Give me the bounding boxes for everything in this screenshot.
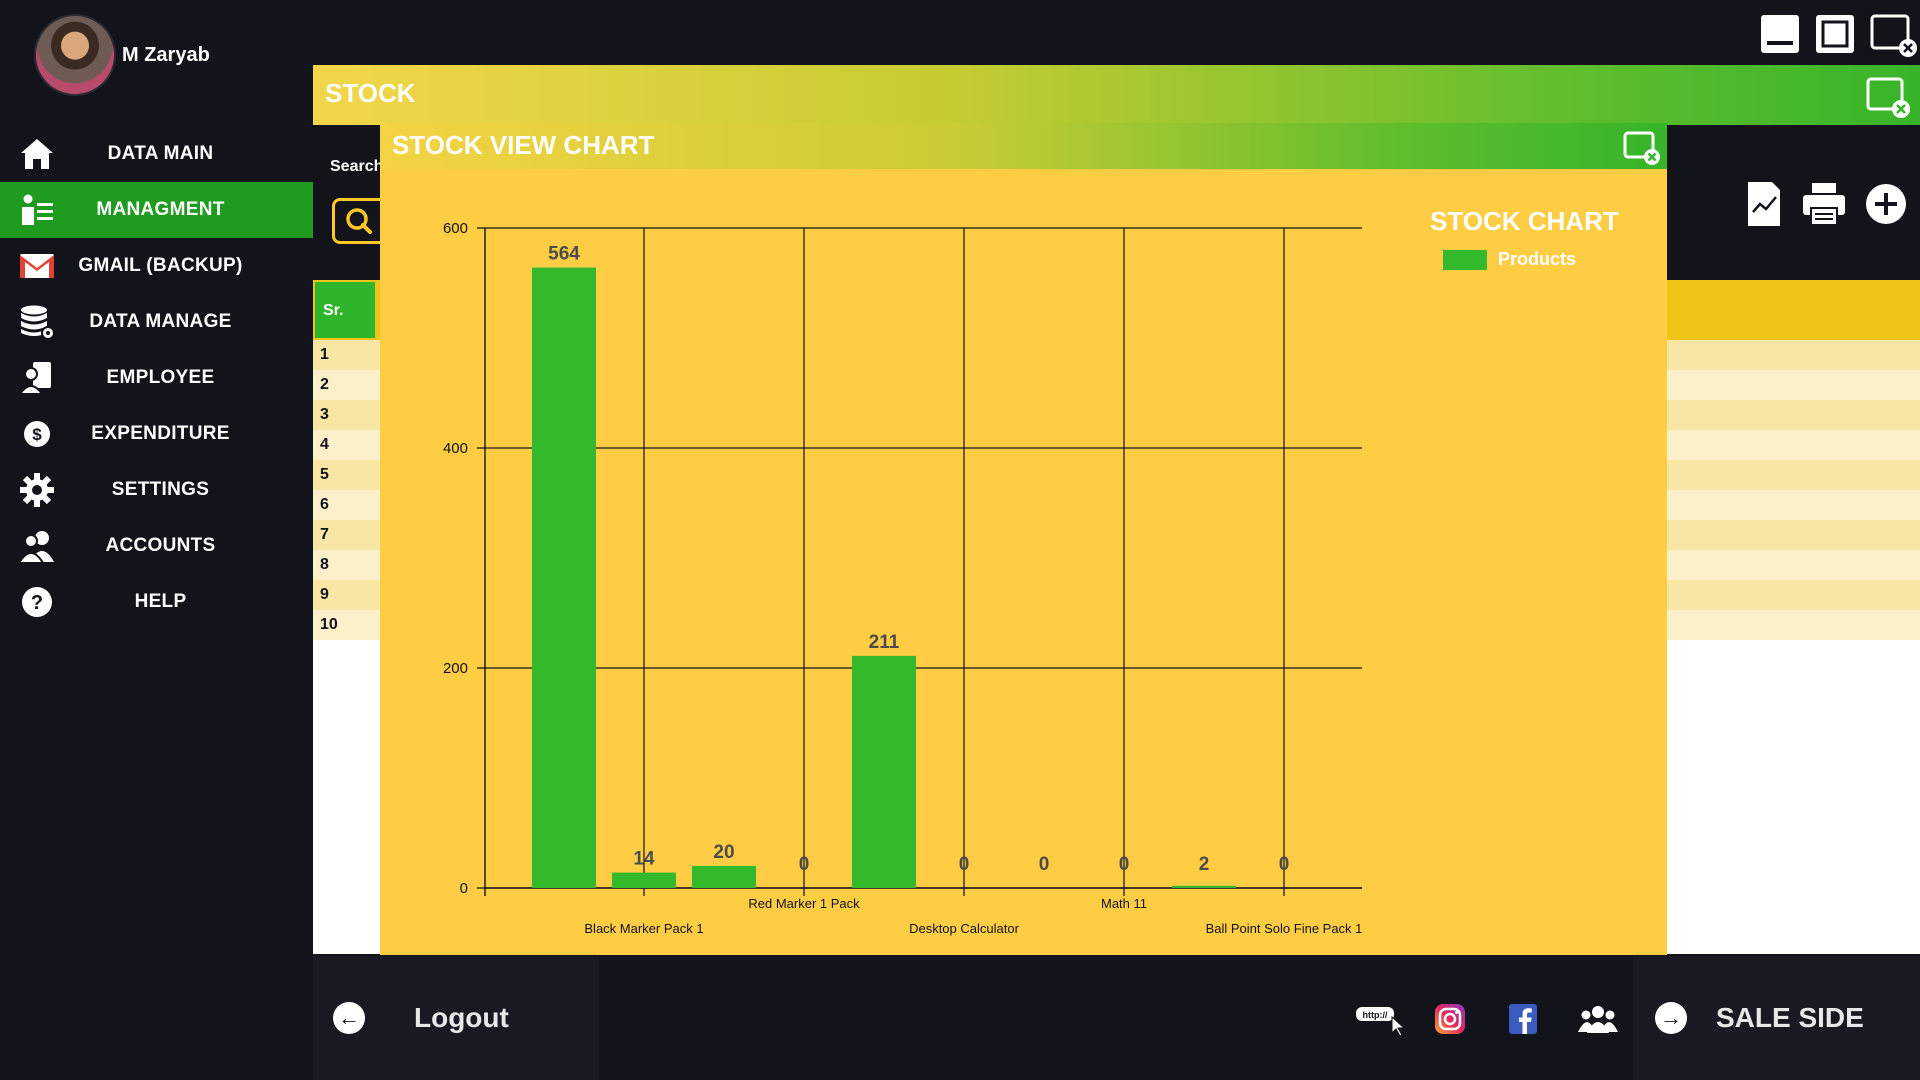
chart-window-header: STOCK VIEW CHART xyxy=(380,123,1667,169)
sidebar-item-gmail-backup[interactable]: GMAIL (BACKUP) xyxy=(0,238,313,294)
database-icon xyxy=(18,304,56,340)
y-tick-label: 600 xyxy=(443,220,468,237)
x-tick-label: Black Marker Pack 1 xyxy=(584,921,703,936)
print-icon[interactable] xyxy=(1800,180,1848,228)
search-icon xyxy=(346,208,372,234)
sidebar-item-data-main[interactable]: DATA MAIN xyxy=(0,126,313,182)
minimize-icon[interactable] xyxy=(1760,14,1800,54)
legend-label: Products xyxy=(1498,249,1577,269)
accounts-icon xyxy=(18,528,56,564)
sale-side-arrow-icon[interactable]: → xyxy=(1655,1002,1687,1034)
sidebar-item-employee[interactable]: EMPLOYEE xyxy=(0,350,313,406)
instagram-icon[interactable] xyxy=(1432,999,1468,1039)
sidebar: M Zaryab DATA MAIN MANAGMENT GMAIL (BACK… xyxy=(0,0,313,1080)
close-stock-icon[interactable] xyxy=(1866,75,1912,121)
close-chart-icon[interactable] xyxy=(1623,130,1663,166)
logout-arrow-icon[interactable]: ← xyxy=(333,1002,365,1034)
y-tick-label: 200 xyxy=(443,660,468,677)
bottom-bar xyxy=(0,956,1920,1080)
legend-item: Products xyxy=(1443,249,1576,270)
bar-value-label: 0 xyxy=(959,854,970,875)
chart-bar xyxy=(532,267,596,889)
stock-chart-window: STOCK VIEW CHART 0 200 400 600 564 14 Black Ma… xyxy=(380,123,1667,955)
bar-value-label: 0 xyxy=(1039,854,1050,875)
search-label: Search xyxy=(330,158,384,175)
stock-header: STOCK xyxy=(313,65,1920,125)
legend-swatch xyxy=(1443,249,1487,270)
y-tick-label: 400 xyxy=(443,440,468,457)
svg-text:http://: http:// xyxy=(1363,1010,1388,1020)
group-icon[interactable] xyxy=(1578,999,1618,1039)
gear-icon xyxy=(18,472,56,508)
sidebar-item-label: HELP xyxy=(134,591,187,612)
management-icon xyxy=(18,192,56,228)
home-icon xyxy=(18,136,56,172)
gmail-icon xyxy=(18,248,56,284)
sidebar-item-label: MANAGMENT xyxy=(96,199,225,220)
sidebar-item-data-manage[interactable]: DATA MANAGE xyxy=(0,294,313,350)
employee-icon xyxy=(18,360,56,396)
add-icon[interactable] xyxy=(1862,180,1910,228)
x-tick-label: Ball Point Solo Fine Pack 1 xyxy=(1206,921,1363,936)
chart-window-title: STOCK VIEW CHART xyxy=(392,130,655,160)
website-icon[interactable]: http:// xyxy=(1354,999,1406,1039)
sidebar-item-label: ACCOUNTS xyxy=(105,535,216,556)
page-title: STOCK xyxy=(325,78,416,108)
maximize-icon[interactable] xyxy=(1815,14,1855,54)
bar-value-label: 0 xyxy=(1119,854,1130,875)
svg-text:?: ? xyxy=(31,592,43,614)
x-tick-label: Math 11 xyxy=(1101,896,1147,911)
facebook-icon[interactable] xyxy=(1507,999,1539,1039)
avatar xyxy=(34,14,116,96)
sidebar-item-label: DATA MAIN xyxy=(107,143,214,164)
sidebar-item-label: EMPLOYEE xyxy=(106,367,215,388)
chart-bar xyxy=(612,872,676,888)
chart-bar xyxy=(852,655,916,888)
column-header-sr[interactable]: Sr. xyxy=(315,282,375,338)
sidebar-item-label: DATA MANAGE xyxy=(89,311,232,332)
sidebar-item-label: EXPENDITURE xyxy=(91,423,230,444)
bar-value-label: 20 xyxy=(713,842,734,863)
legend-title: STOCK CHART xyxy=(1430,206,1619,236)
sidebar-item-label: SETTINGS xyxy=(111,479,210,500)
user-name: M Zaryab xyxy=(122,43,210,66)
chart-bar xyxy=(692,866,756,888)
sidebar-item-label: GMAIL (BACKUP) xyxy=(78,255,243,276)
svg-text:$: $ xyxy=(32,425,42,444)
chart-bar xyxy=(1172,885,1236,888)
sidebar-item-expenditure[interactable]: $ EXPENDITURE xyxy=(0,406,313,462)
dollar-icon: $ xyxy=(18,416,56,452)
sidebar-item-settings[interactable]: SETTINGS xyxy=(0,462,313,518)
bar-value-label: 564 xyxy=(548,244,580,265)
chart-report-icon[interactable] xyxy=(1740,180,1788,228)
bar-value-label: 211 xyxy=(869,632,900,653)
x-tick-label: Red Marker 1 Pack xyxy=(748,896,860,911)
sale-side-button[interactable]: SALE SIDE xyxy=(1716,1002,1864,1033)
bar-value-label: 0 xyxy=(799,854,810,875)
close-window-icon[interactable] xyxy=(1870,12,1918,60)
bar-value-label: 0 xyxy=(1279,854,1290,875)
sidebar-item-accounts[interactable]: ACCOUNTS xyxy=(0,518,313,574)
x-tick-label: Desktop Calculator xyxy=(909,921,1019,936)
bar-value-label: 2 xyxy=(1199,854,1210,875)
sidebar-item-help[interactable]: ? HELP xyxy=(0,574,313,630)
bar-value-label: 14 xyxy=(633,849,655,870)
logout-button[interactable]: Logout xyxy=(414,1002,509,1033)
sidebar-item-managment[interactable]: MANAGMENT xyxy=(0,182,313,238)
sidebar-nav: DATA MAIN MANAGMENT GMAIL (BACKUP) DATA … xyxy=(0,126,313,630)
user-profile[interactable]: M Zaryab xyxy=(34,14,210,96)
y-tick-label: 0 xyxy=(460,880,468,897)
help-icon: ? xyxy=(18,584,56,620)
